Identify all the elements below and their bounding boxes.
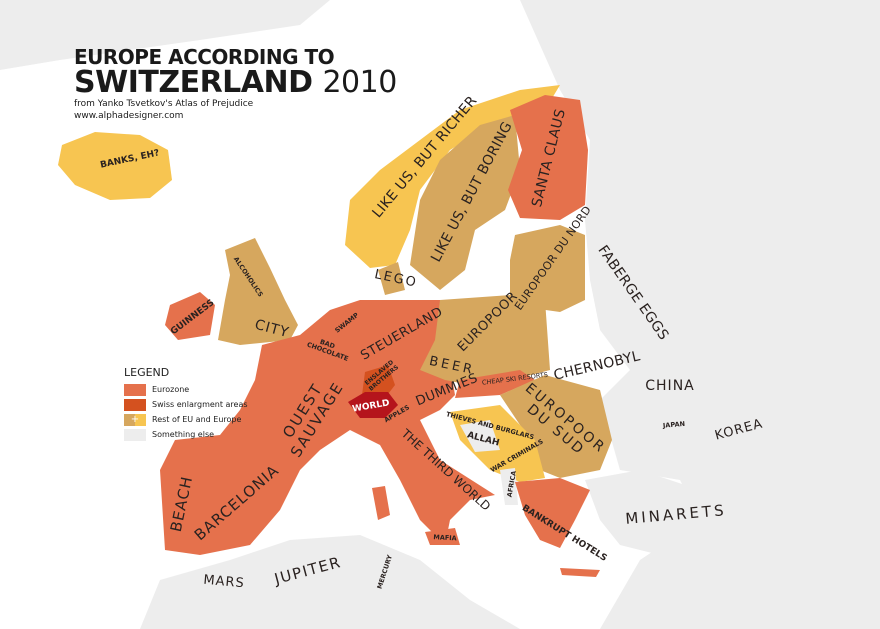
region-sardinia <box>372 486 390 520</box>
region-bosnia <box>460 420 500 452</box>
legend-swatch <box>124 383 146 396</box>
region-sicily <box>425 528 460 545</box>
region-switzerland <box>348 392 398 418</box>
title-line1: EUROPE ACCORDING TO <box>74 45 335 69</box>
legend-item-else: Something else <box>124 428 248 441</box>
legend-label: Something else <box>152 430 215 439</box>
title-url: www.alphadesigner.com <box>74 111 184 121</box>
legend-label: Swiss enlargment areas <box>152 400 248 409</box>
region-southeast <box>500 375 612 478</box>
legend-label: Eurozone <box>152 385 190 394</box>
label-japan: JAPAN <box>662 419 686 430</box>
region-ireland <box>165 292 215 340</box>
title-country: SWITZERLAND <box>74 65 313 100</box>
region-crete <box>560 568 600 577</box>
legend-heading: LEGEND <box>124 366 170 379</box>
region-finland <box>508 95 588 220</box>
land-north-africa <box>140 535 520 629</box>
region-poland-czech <box>420 295 550 385</box>
land-greenland-arctic <box>0 0 330 70</box>
label-sicily: MAFIA <box>433 533 457 543</box>
legend-swatch <box>124 428 146 441</box>
title-source: from Yanko Tsvetkov's Atlas of Prejudice <box>74 99 254 109</box>
region-sweden <box>410 115 520 290</box>
region-norway <box>345 85 560 268</box>
land-russia-asia <box>520 0 880 629</box>
region-slovakia <box>455 370 535 398</box>
region-liechtenstein-enlarge <box>362 365 395 398</box>
title-year: 2010 <box>322 65 397 100</box>
region-denmark <box>378 262 405 295</box>
legend-item-eurozone: Eurozone <box>124 383 248 396</box>
region-eurozone-west <box>160 300 495 555</box>
legend-swatch <box>124 398 146 411</box>
legend-label: Rest of EU and Europe <box>152 415 242 424</box>
legend-item-swiss: Swiss enlargment areas <box>124 398 248 411</box>
region-uk <box>218 238 298 345</box>
title-line2: SWITZERLAND 2010 <box>74 68 397 98</box>
region-albania <box>500 468 518 505</box>
label-morocco: MARS <box>202 572 246 592</box>
region-baltics-belarus <box>510 225 585 312</box>
label-china: CHINA <box>645 378 695 394</box>
legend-item-rest: + Rest of EU and Europe <box>124 413 248 426</box>
map-title-block: EUROPE ACCORDING TO SWITZERLAND 2010 fro… <box>74 46 397 122</box>
region-iceland <box>58 132 172 200</box>
plus-icon: + <box>124 413 146 426</box>
region-greece <box>515 478 590 548</box>
land-turkey <box>585 470 800 560</box>
legend: LEGEND Eurozone Swiss enlargment areas +… <box>124 366 248 443</box>
